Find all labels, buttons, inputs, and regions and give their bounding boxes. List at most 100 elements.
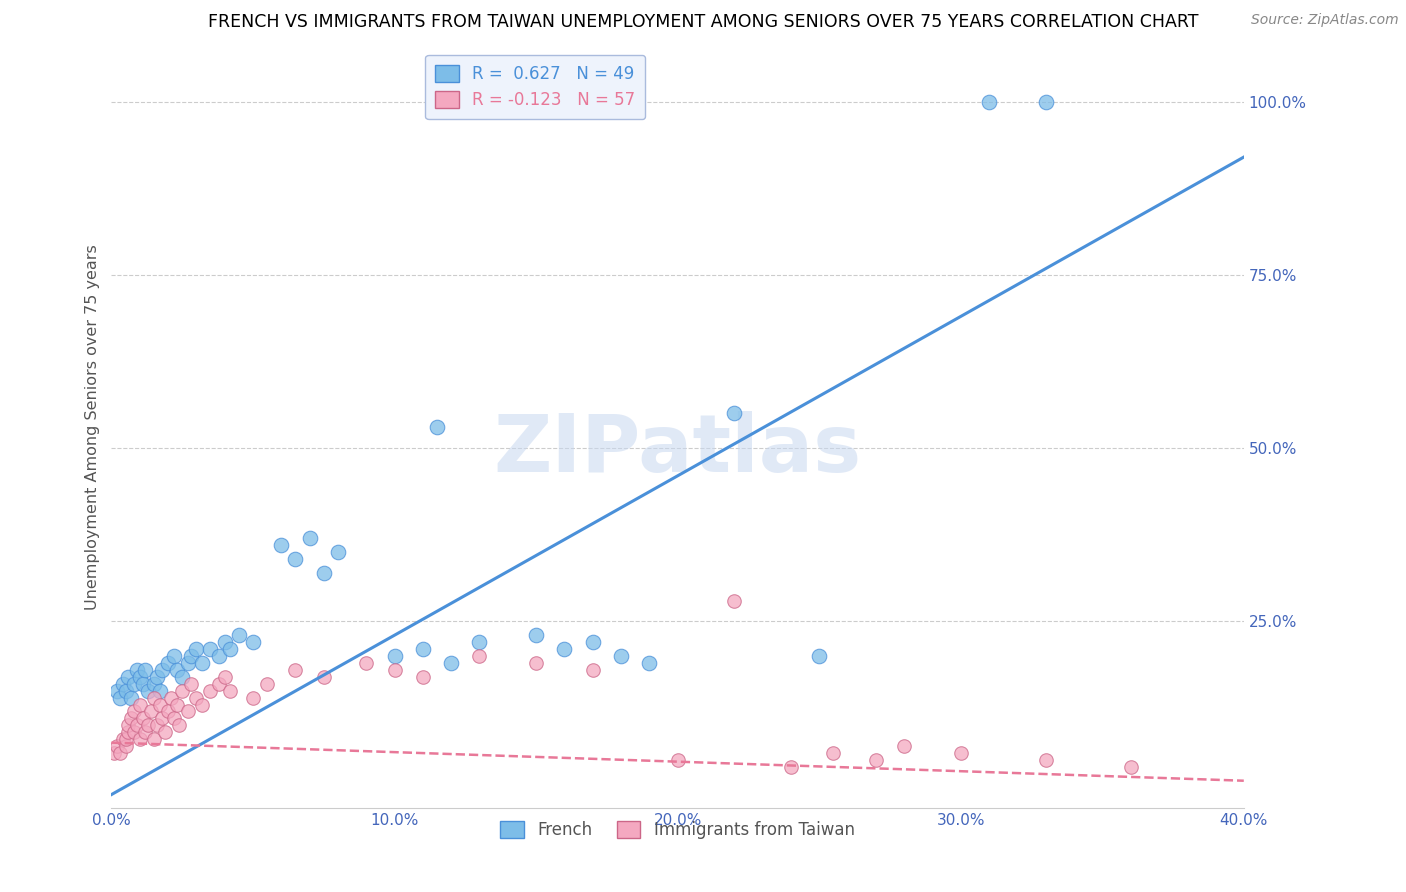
Point bbox=[122, 676, 145, 690]
Point bbox=[177, 656, 200, 670]
Point bbox=[105, 739, 128, 753]
Point bbox=[157, 656, 180, 670]
Point bbox=[114, 739, 136, 753]
Point bbox=[180, 648, 202, 663]
Point bbox=[1035, 95, 1057, 109]
Point bbox=[177, 705, 200, 719]
Point bbox=[384, 648, 406, 663]
Point bbox=[723, 407, 745, 421]
Point bbox=[468, 635, 491, 649]
Point bbox=[384, 663, 406, 677]
Point bbox=[111, 732, 134, 747]
Point bbox=[208, 648, 231, 663]
Point bbox=[125, 663, 148, 677]
Point bbox=[142, 690, 165, 705]
Point bbox=[142, 732, 165, 747]
Point bbox=[723, 593, 745, 607]
Point bbox=[117, 725, 139, 739]
Point bbox=[228, 628, 250, 642]
Point bbox=[125, 718, 148, 732]
Point bbox=[412, 642, 434, 657]
Point bbox=[284, 552, 307, 566]
Point bbox=[582, 663, 605, 677]
Point bbox=[169, 718, 191, 732]
Point bbox=[128, 698, 150, 712]
Point bbox=[180, 676, 202, 690]
Point bbox=[148, 683, 170, 698]
Point bbox=[412, 670, 434, 684]
Point bbox=[524, 656, 547, 670]
Point bbox=[117, 718, 139, 732]
Point bbox=[128, 732, 150, 747]
Point bbox=[1035, 753, 1057, 767]
Point bbox=[148, 698, 170, 712]
Point bbox=[114, 683, 136, 698]
Legend: French, Immigrants from Taiwan: French, Immigrants from Taiwan bbox=[494, 814, 862, 846]
Point bbox=[219, 642, 242, 657]
Point bbox=[1119, 760, 1142, 774]
Point bbox=[865, 753, 887, 767]
Point bbox=[117, 670, 139, 684]
Point bbox=[779, 760, 801, 774]
Point bbox=[553, 642, 575, 657]
Point bbox=[219, 683, 242, 698]
Point bbox=[160, 690, 183, 705]
Point bbox=[638, 656, 661, 670]
Point bbox=[122, 725, 145, 739]
Y-axis label: Unemployment Among Seniors over 75 years: Unemployment Among Seniors over 75 years bbox=[86, 244, 100, 610]
Point bbox=[200, 642, 222, 657]
Point bbox=[157, 705, 180, 719]
Point bbox=[142, 676, 165, 690]
Text: Source: ZipAtlas.com: Source: ZipAtlas.com bbox=[1251, 13, 1399, 28]
Point bbox=[256, 676, 278, 690]
Point bbox=[208, 676, 231, 690]
Point bbox=[131, 676, 153, 690]
Point bbox=[163, 711, 186, 725]
Point bbox=[108, 690, 131, 705]
Point bbox=[284, 663, 307, 677]
Point bbox=[114, 732, 136, 747]
Point bbox=[582, 635, 605, 649]
Point bbox=[134, 725, 156, 739]
Point bbox=[949, 746, 972, 760]
Point bbox=[326, 545, 349, 559]
Point bbox=[468, 648, 491, 663]
Point bbox=[808, 648, 831, 663]
Point bbox=[823, 746, 845, 760]
Point bbox=[128, 670, 150, 684]
Point bbox=[145, 670, 167, 684]
Point bbox=[136, 683, 159, 698]
Point bbox=[893, 739, 915, 753]
Point bbox=[111, 676, 134, 690]
Point bbox=[354, 656, 377, 670]
Point bbox=[145, 718, 167, 732]
Point bbox=[186, 642, 208, 657]
Text: ZIPatlas: ZIPatlas bbox=[494, 411, 862, 489]
Point bbox=[270, 538, 292, 552]
Point bbox=[214, 670, 236, 684]
Point bbox=[440, 656, 463, 670]
Point bbox=[242, 690, 264, 705]
Point bbox=[298, 531, 321, 545]
Point bbox=[200, 683, 222, 698]
Point bbox=[191, 656, 214, 670]
Point bbox=[166, 663, 188, 677]
Point bbox=[666, 753, 689, 767]
Point bbox=[105, 683, 128, 698]
Point bbox=[136, 718, 159, 732]
Point bbox=[312, 670, 335, 684]
Point bbox=[172, 683, 194, 698]
Point bbox=[172, 670, 194, 684]
Text: FRENCH VS IMMIGRANTS FROM TAIWAN UNEMPLOYMENT AMONG SENIORS OVER 75 YEARS CORREL: FRENCH VS IMMIGRANTS FROM TAIWAN UNEMPLO… bbox=[208, 13, 1198, 31]
Point bbox=[214, 635, 236, 649]
Point bbox=[108, 746, 131, 760]
Point bbox=[103, 746, 125, 760]
Point bbox=[166, 698, 188, 712]
Point bbox=[150, 711, 173, 725]
Point bbox=[186, 690, 208, 705]
Point bbox=[242, 635, 264, 649]
Point bbox=[163, 648, 186, 663]
Point bbox=[426, 420, 449, 434]
Point bbox=[122, 705, 145, 719]
Point bbox=[977, 95, 1000, 109]
